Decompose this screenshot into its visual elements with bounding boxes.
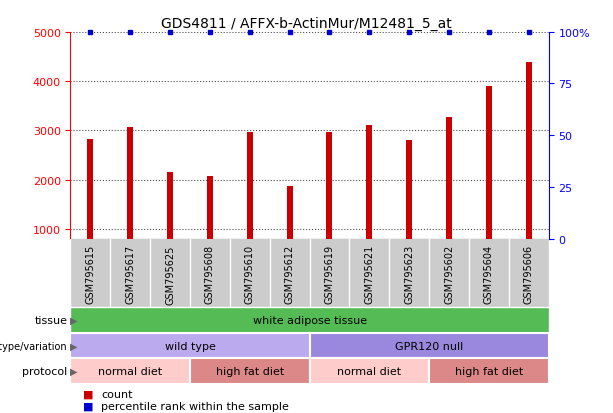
Bar (406, 141, 412, 239)
Text: GSM795623: GSM795623 (404, 244, 414, 304)
Text: GSM795615: GSM795615 (85, 244, 96, 304)
Text: protocol: protocol (22, 366, 67, 376)
Bar (88, 140, 93, 239)
Bar (167, 173, 173, 239)
Text: GSM795612: GSM795612 (284, 244, 295, 304)
Text: white adipose tissue: white adipose tissue (253, 315, 367, 325)
Text: GSM795621: GSM795621 (364, 244, 375, 304)
Text: normal diet: normal diet (98, 366, 162, 376)
Bar (70, 333, 310, 358)
Text: GSM795606: GSM795606 (524, 244, 534, 304)
Text: GPR120 null: GPR120 null (395, 341, 463, 351)
Bar (310, 358, 429, 384)
Text: GSM795617: GSM795617 (125, 244, 135, 304)
Text: GSM795619: GSM795619 (324, 244, 335, 304)
Bar (446, 118, 452, 239)
Text: normal diet: normal diet (337, 366, 402, 376)
Text: count: count (101, 389, 132, 399)
Text: high fat diet: high fat diet (455, 366, 523, 376)
Bar (429, 358, 549, 384)
Text: ▶: ▶ (70, 341, 77, 351)
Text: genotype/variation: genotype/variation (0, 341, 67, 351)
Bar (70, 358, 190, 384)
Text: ■: ■ (83, 389, 93, 399)
Text: ■: ■ (83, 401, 93, 411)
Bar (287, 187, 292, 239)
Bar (367, 126, 372, 239)
Bar (247, 133, 253, 239)
Bar (190, 358, 310, 384)
Bar (128, 128, 133, 239)
Text: ▶: ▶ (70, 315, 77, 325)
Bar (486, 87, 492, 239)
Text: high fat diet: high fat diet (216, 366, 284, 376)
Text: GSM795625: GSM795625 (165, 244, 175, 304)
Text: GSM795608: GSM795608 (205, 244, 215, 304)
Text: GSM795602: GSM795602 (444, 244, 454, 304)
Text: percentile rank within the sample: percentile rank within the sample (101, 401, 289, 411)
Text: GSM795604: GSM795604 (484, 244, 494, 304)
Bar (207, 176, 213, 239)
Text: wild type: wild type (165, 341, 215, 351)
Text: tissue: tissue (34, 315, 67, 325)
Text: ▶: ▶ (70, 366, 77, 376)
Bar (310, 333, 549, 358)
Text: GSM795610: GSM795610 (245, 244, 255, 304)
Text: GDS4811 / AFFX-b-ActinMur/M12481_5_at: GDS4811 / AFFX-b-ActinMur/M12481_5_at (161, 17, 452, 31)
Bar (526, 63, 531, 239)
Bar (327, 133, 332, 239)
